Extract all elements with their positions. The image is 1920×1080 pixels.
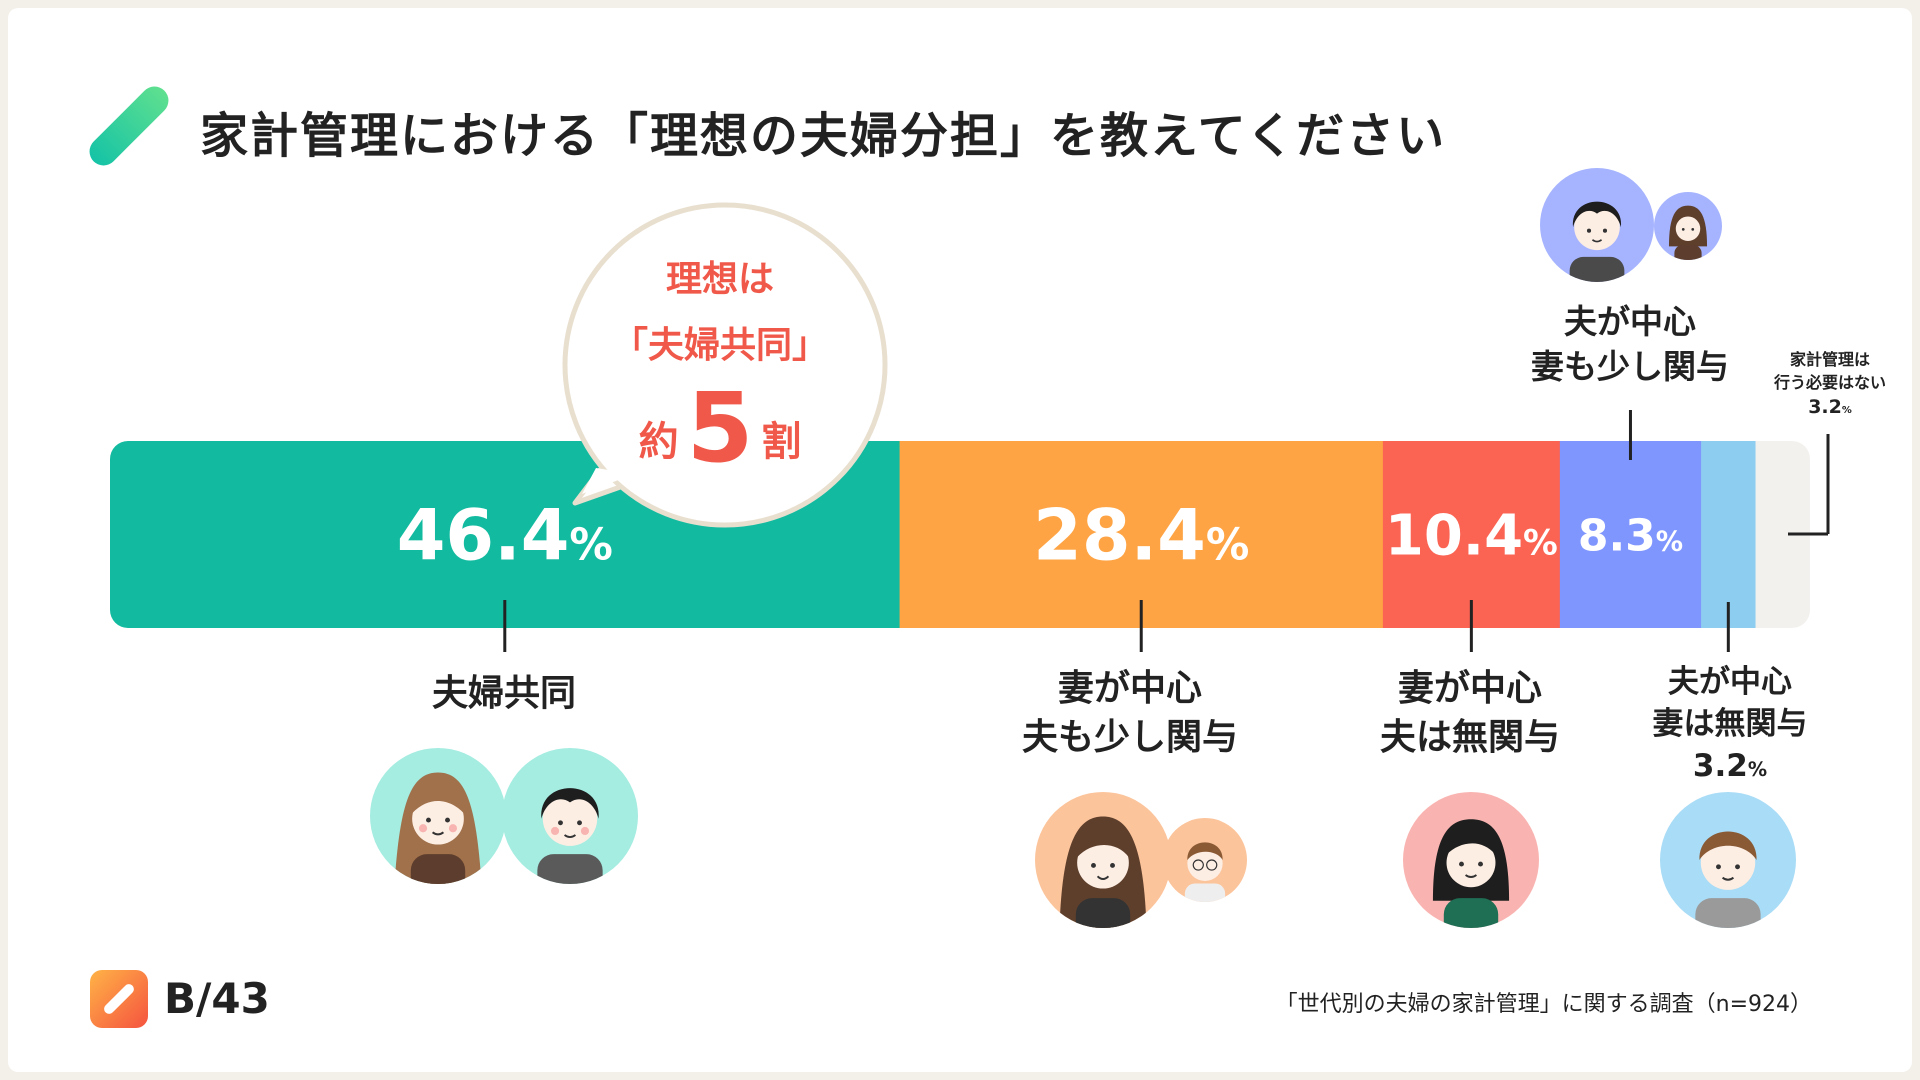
bar-value-unit: %: [1656, 526, 1683, 557]
label-husband-main-wife-none: 夫が中心 妻は無関与 3.2%: [1605, 662, 1855, 788]
label-value-number: 3.2: [1808, 396, 1842, 419]
callout-suffix: 割: [761, 419, 802, 465]
bar-value-label: 46.4%: [397, 495, 613, 577]
label-value-unit: %: [1747, 757, 1768, 781]
label-value-unit: %: [1841, 405, 1852, 417]
bar-segment: [899, 441, 1384, 628]
label-line: 妻が中心: [1397, 668, 1542, 709]
label-husband-main-wife-some: 夫が中心 妻も少し関与: [1505, 300, 1755, 389]
bar-value-number: 46.4: [397, 495, 570, 577]
label-line: 夫が中心: [1564, 302, 1696, 341]
bar-value-label: 8.3%: [1578, 510, 1683, 561]
label-wife-main-husband-some: 妻が中心 夫も少し関与: [980, 665, 1280, 762]
label-value-number: 3.2: [1692, 747, 1748, 784]
callout-line1: 理想は: [665, 259, 774, 300]
avatar-woman: [1035, 792, 1171, 928]
label-no-need: 家計管理は 行う必要はない 3.2%: [1755, 348, 1905, 422]
label-wife-main-husband-none: 妻が中心 夫は無関与: [1345, 665, 1595, 762]
bar-value-number: 28.4: [1033, 495, 1206, 577]
avatar-woman: [1403, 792, 1539, 928]
bar-value-unit: %: [1523, 524, 1558, 564]
label-line: 夫が中心: [1668, 664, 1792, 700]
label-joint-line: 夫婦共同: [431, 673, 576, 714]
bar-value-unit: %: [1206, 521, 1249, 571]
callout-prefix: 約: [638, 419, 679, 465]
page-title: 家計管理における「理想の夫婦分担」を教えてください: [200, 108, 1447, 164]
bar-value-label: 28.4%: [1033, 495, 1249, 577]
label-line: 妻が中心: [1057, 668, 1202, 709]
bar-group: [110, 441, 1810, 628]
label-value: 3.2%: [1755, 394, 1905, 422]
avatar-woman: [370, 748, 506, 884]
label-line: 妻は無関与: [1652, 705, 1808, 742]
callout-tail-fill: [582, 468, 634, 494]
label-line: 家計管理は: [1789, 350, 1870, 369]
callout-line3: 約5 割: [560, 372, 880, 484]
avatar-woman-small: [1654, 192, 1722, 260]
brand-logo-icon: [90, 970, 148, 1028]
bar-value-number: 8.3: [1578, 510, 1656, 561]
callout-line2: 「夫婦共同」: [611, 325, 828, 366]
avatar-man: [502, 748, 638, 884]
bar-value-unit: %: [569, 521, 612, 571]
bar-segment: [1701, 441, 1757, 628]
callout-number: 5: [686, 372, 754, 484]
brand-name: B/43: [164, 974, 270, 1023]
callout-bubble: [562, 202, 888, 528]
label-line: 夫は無関与: [1379, 716, 1560, 758]
bar-segment: [1559, 441, 1702, 628]
label-line: 妻も少し関与: [1531, 346, 1729, 386]
avatar-man: [1660, 792, 1796, 928]
label-line: 行う必要はない: [1773, 373, 1886, 393]
label-line: 夫も少し関与: [1021, 716, 1238, 758]
avatar-man: [1540, 168, 1654, 282]
label-joint: 夫婦共同: [404, 670, 604, 719]
callout-text: 理想は 「夫婦共同」 約5 割: [560, 250, 880, 484]
avatar-man-small: [1163, 818, 1247, 902]
bar-value-label: 10.4%: [1385, 504, 1558, 569]
bar-segment: [1382, 441, 1561, 628]
bar-value-number: 10.4: [1385, 504, 1523, 569]
source-note: 「世代別の夫婦の家計管理」に関する調査（n=924）: [1275, 992, 1812, 1017]
label-value: 3.2%: [1605, 746, 1855, 788]
